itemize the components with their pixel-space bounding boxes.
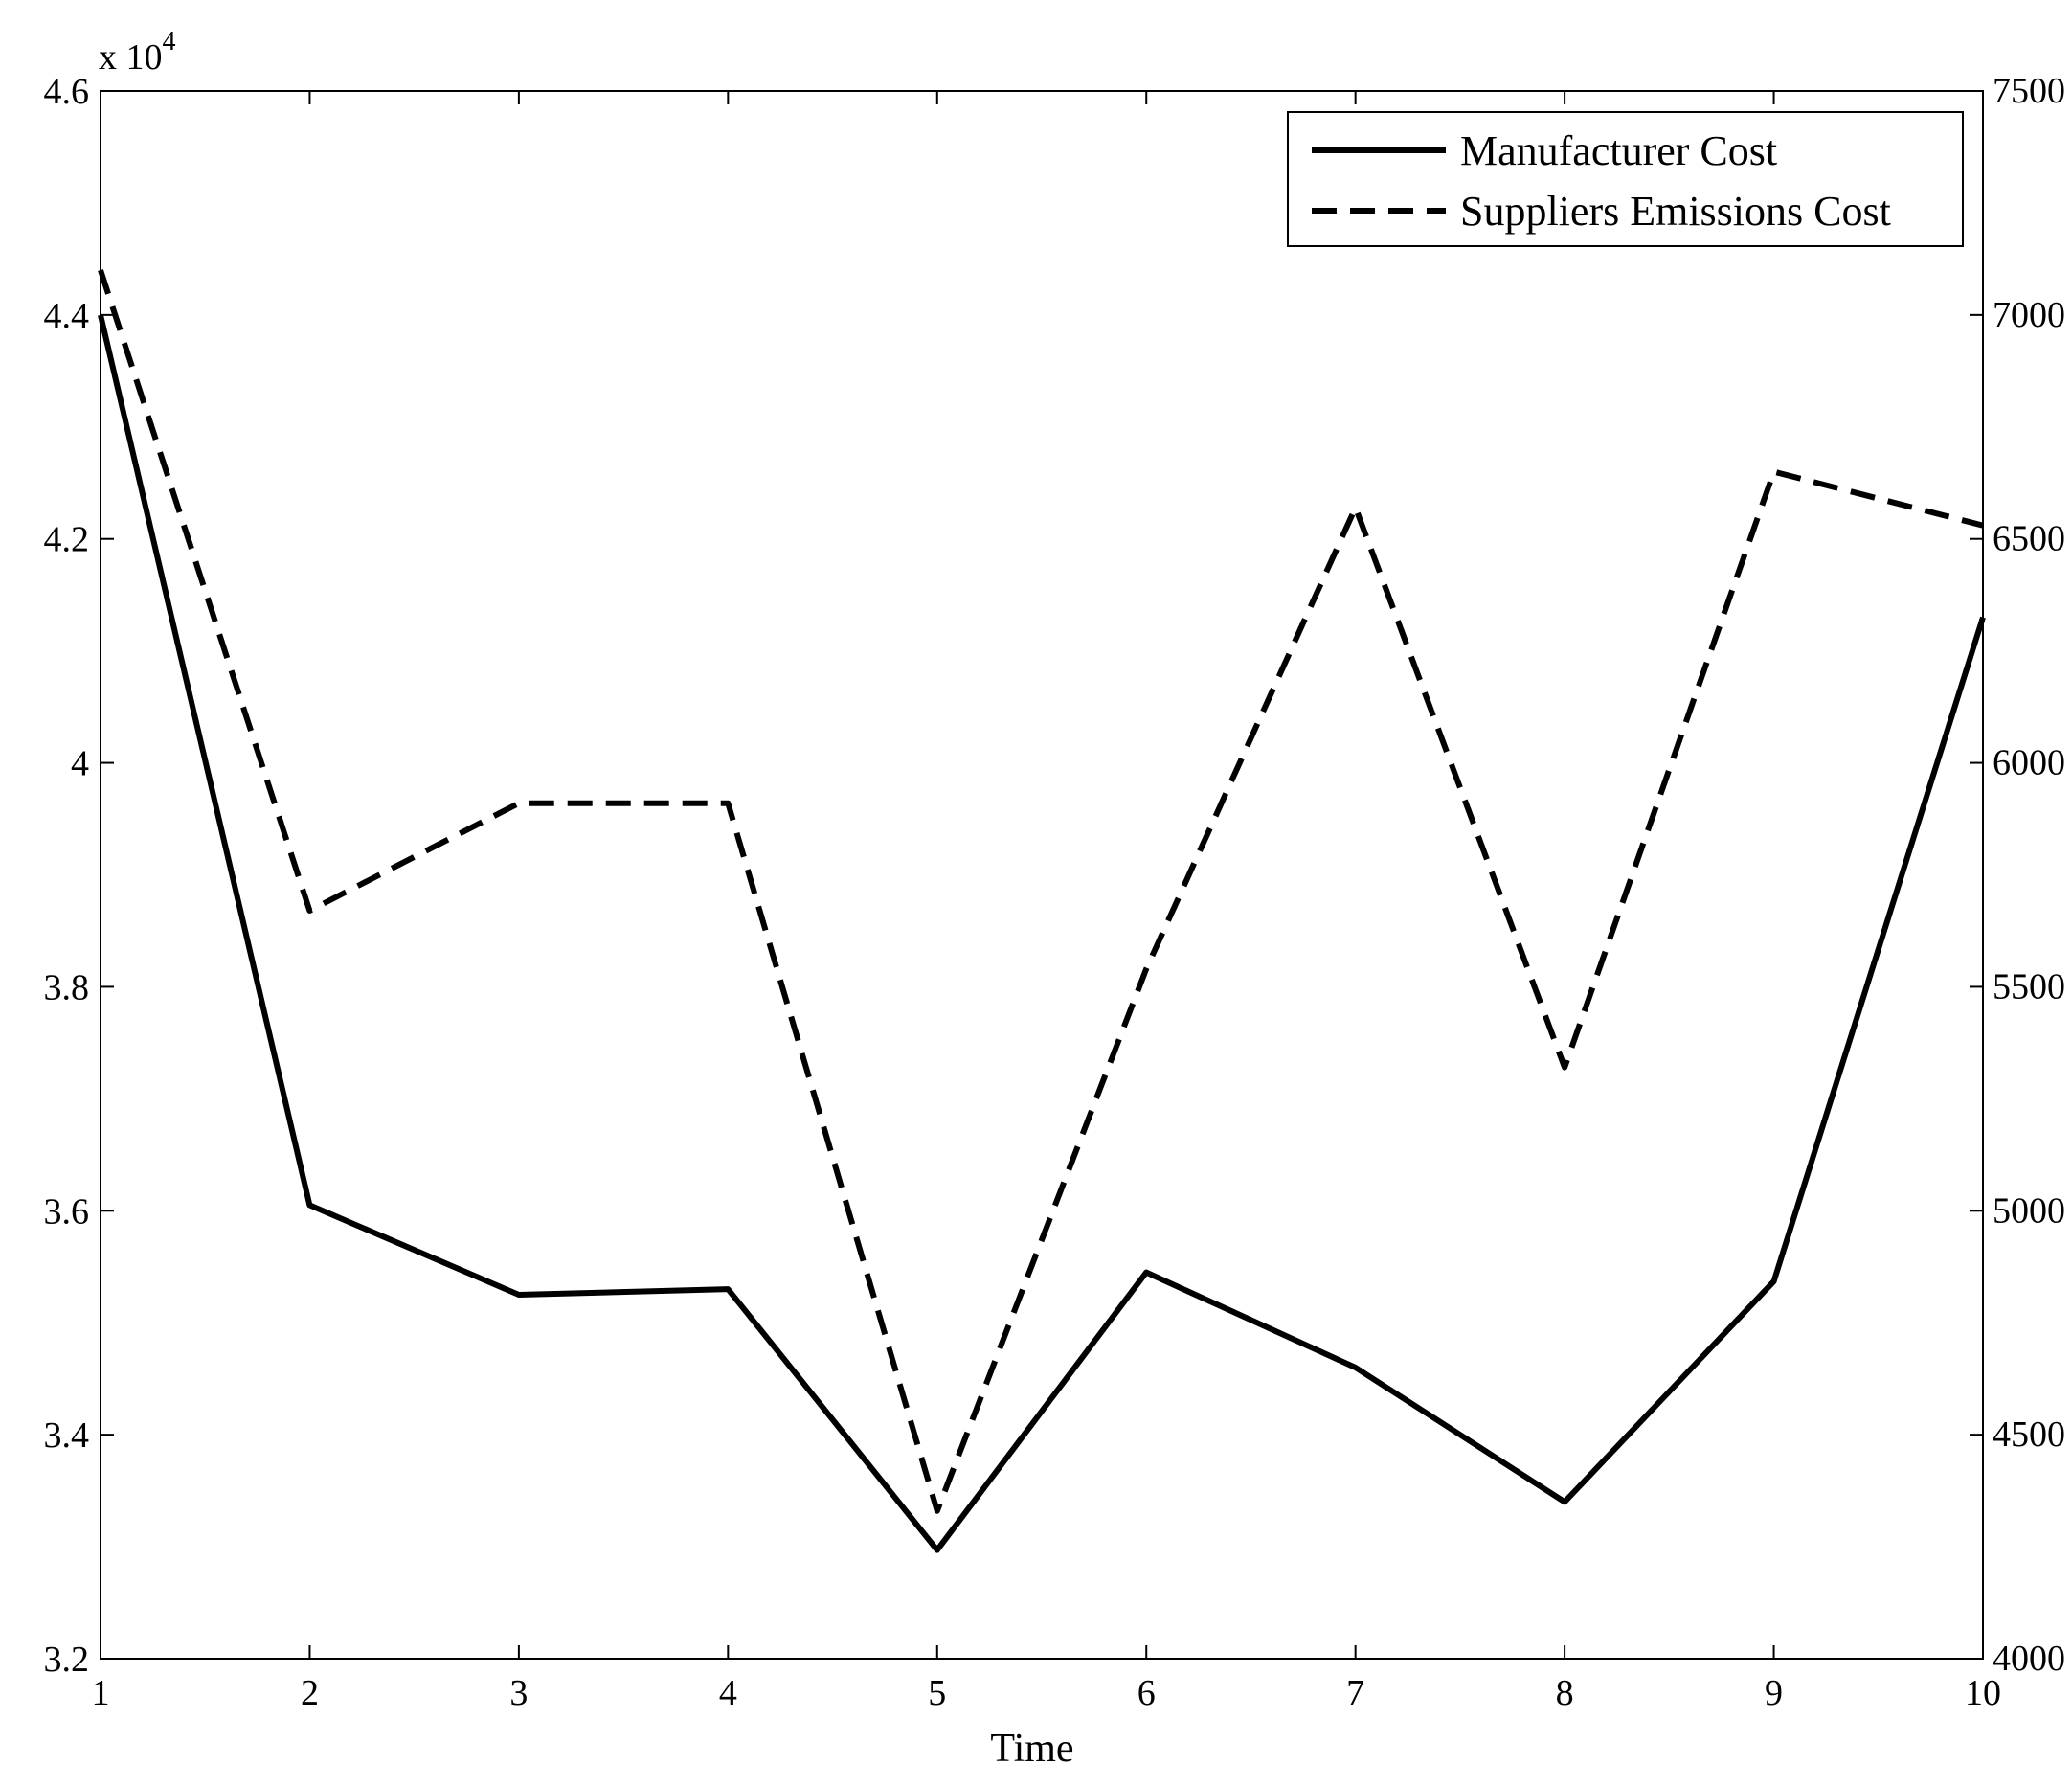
x-tick-label: 4 — [719, 1673, 737, 1713]
x-tick-label: 7 — [1346, 1673, 1364, 1713]
left-tick-label: 3.6 — [44, 1191, 90, 1232]
right-tick-label: 7500 — [1993, 71, 2065, 111]
x-tick-label: 5 — [928, 1673, 946, 1713]
legend: Manufacturer Cost Suppliers Emissions Co… — [1287, 111, 1964, 247]
legend-label-manufacturer-cost: Manufacturer Cost — [1460, 127, 1777, 174]
series-line-suppliers-emissions-cost — [98, 269, 1984, 1514]
x-tick-label: 10 — [1965, 1673, 2001, 1713]
plot-frame — [100, 90, 1984, 1660]
left-tick-label: 4.6 — [44, 72, 90, 112]
left-axis-ticks: 3.2 3.4 3.6 3.8 4 4.2 4.4 4.6 — [44, 72, 1983, 1680]
x-tick-label: 3 — [509, 1673, 528, 1713]
x-axis-title: Time — [990, 1727, 1073, 1771]
right-tick-label: 7000 — [1993, 295, 2065, 335]
x-tick-label: 2 — [301, 1673, 319, 1713]
x-tick-label: 1 — [92, 1673, 110, 1713]
series-line-manufacturer-cost — [98, 314, 1986, 1553]
x-tick-label: 9 — [1765, 1673, 1783, 1713]
right-tick-label: 5000 — [1993, 1190, 2065, 1231]
left-axis-exponent-label: x 104 — [99, 27, 176, 78]
right-tick-label: 4000 — [1993, 1639, 2065, 1679]
x-tick-label: 6 — [1137, 1673, 1156, 1713]
right-tick-label: 4500 — [1993, 1414, 2065, 1455]
exponent-base: x 10 — [99, 37, 163, 78]
legend-box — [1287, 111, 1964, 247]
left-tick-label: 4.2 — [44, 520, 90, 560]
left-tick-label: 4.4 — [44, 296, 90, 336]
left-tick-label: 4 — [71, 744, 89, 784]
right-axis-ticks: 4000 4500 5000 5500 6000 6500 7000 7500 — [1993, 71, 2065, 1679]
legend-label-suppliers-emissions-cost: Suppliers Emissions Cost — [1460, 188, 1891, 235]
left-tick-label: 3.4 — [44, 1415, 90, 1456]
exponent-power: 4 — [163, 27, 176, 57]
right-tick-label: 6500 — [1993, 519, 2065, 559]
series-lines — [98, 269, 1986, 1553]
right-tick-label: 6000 — [1993, 743, 2065, 783]
x-axis-ticks: 1 2 3 4 5 6 7 8 9 10 — [92, 91, 2001, 1713]
left-tick-label: 3.2 — [44, 1640, 90, 1680]
left-tick-label: 3.8 — [44, 967, 90, 1007]
right-tick-label: 5500 — [1993, 966, 2065, 1007]
x-tick-label: 8 — [1556, 1673, 1574, 1713]
